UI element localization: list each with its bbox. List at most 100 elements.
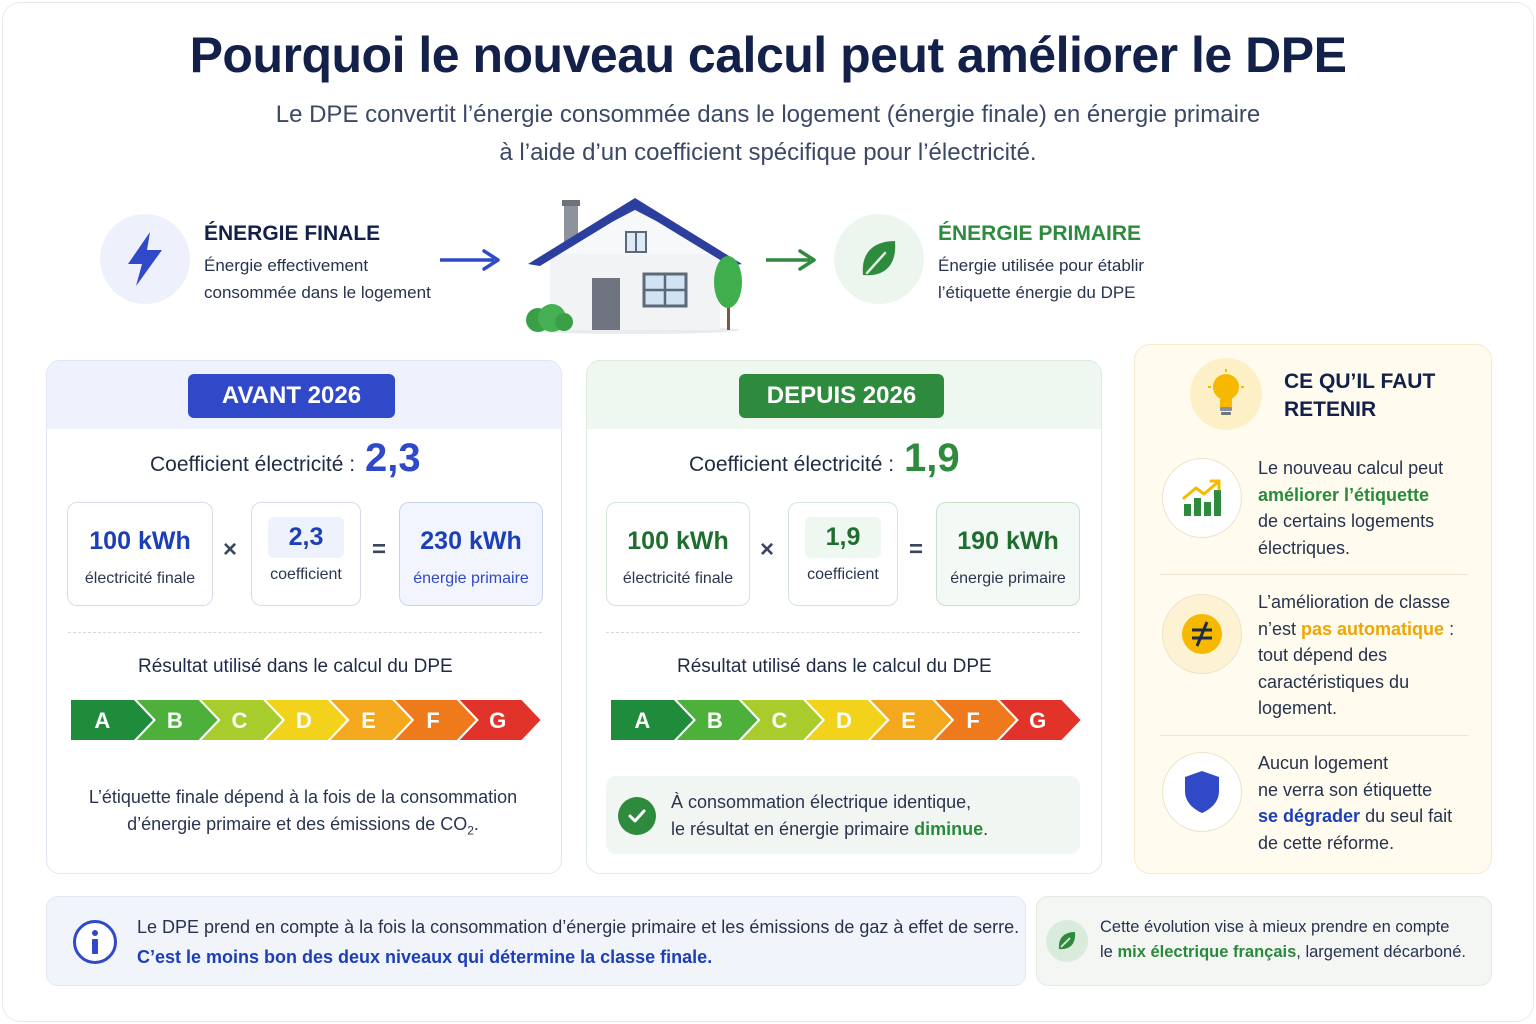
mix-line-2a: le [1100,943,1118,961]
dpe-class-b [673,699,761,741]
panel-item-1-line-3: de certains logements [1258,511,1435,531]
dpe-class-label-f: F [966,708,979,733]
panel-item-1: Le nouveau calcul peut améliorer l’étiqu… [1258,455,1443,561]
coef-line-depuis: Coefficient électricité : 1,9 [689,436,960,481]
dpe-class-label-b: B [167,708,183,733]
note-avant-line-2-text: d’énergie primaire et des émissions de C… [127,814,468,834]
equals-sign-depuis: = [909,536,924,563]
panel-item-2-line-1: L’amélioration de classe [1258,592,1451,612]
energie-primaire-desc: Énergie utilisée pour établir l’étiquett… [938,252,1144,306]
box-coef-avant: 2,3 coefficient [251,502,361,606]
dpe-class-label-e: E [361,708,376,733]
panel-separator-2 [1160,735,1468,736]
box-input-depuis: 100 kWh électricité finale [606,502,750,606]
panel-item-2: L’amélioration de classe n’est pas autom… [1258,589,1454,722]
lightbulb-icon [1190,358,1262,430]
note-depuis-end: . [983,819,989,839]
dpe-class-label-c: C [771,708,787,733]
dpe-class-label-g: G [1029,708,1046,733]
panel-item-3: Aucun logement ne verra son étiquette se… [1258,750,1452,856]
input-value-avant: 100 kWh [89,527,191,555]
dpe-class-label-f: F [426,708,439,733]
panel-item-2-highlight: pas automatique [1301,618,1445,639]
dpe-class-e [866,699,955,741]
dpe-class-g [996,699,1082,741]
note-depuis-box [606,776,1080,854]
page-title: Pourquoi le nouveau calcul peut améliore… [189,27,1347,83]
mix-line-1: Cette évolution vise à mieux prendre en … [1100,918,1450,936]
dpe-class-d [802,699,890,741]
dpe-class-b [133,699,221,741]
dpe-class-g [456,699,542,741]
box-result-depuis: 190 kWh énergie primaire [936,502,1080,606]
energie-primaire-title: ÉNERGIE PRIMAIRE [938,222,1142,245]
panel-item-3-line-3b: du seul fait [1360,806,1453,826]
divider-depuis [606,632,1080,633]
input-value-depuis: 100 kWh [627,527,729,555]
panel-separator-1 [1160,574,1468,575]
energie-finale-desc: Énergie effectivement consommée dans le … [204,252,431,306]
check-circle-icon [618,797,656,835]
info-text: Le DPE prend en compte à la fois la cons… [137,912,1019,972]
chart-up-icon [1162,458,1242,538]
result-value-depuis: 190 kWh [957,527,1059,555]
energie-primaire-line-1: Énergie utilisée pour établir [938,256,1145,275]
lightning-icon [100,214,190,304]
divider-avant [68,632,542,633]
dpe-class-c [737,699,826,741]
panel-item-3-line-2: ne verra son étiquette [1258,779,1433,800]
result-label-depuis: énergie primaire [950,570,1066,587]
mix-text: Cette évolution vise à mieux prendre en … [1100,915,1466,965]
box-result-avant: 230 kWh énergie primaire [399,502,543,606]
info-line-1: Le DPE prend en compte à la fois la cons… [137,917,1020,937]
arrow-right-green-icon [766,249,816,271]
panel-item-1-line-1: Le nouveau calcul peut [1258,458,1444,478]
not-equal-icon [1162,594,1242,674]
dpe-class-label-d: D [296,708,312,733]
dpe-class-f [931,699,1019,741]
info-box [46,896,1026,986]
input-label-depuis: électricité finale [622,570,734,587]
panel-item-3-highlight: se dégrader [1258,806,1361,826]
result-label-avant: énergie primaire [413,570,529,587]
result-title-avant: Résultat utilisé dans le calcul du DPE [138,656,453,677]
dpe-class-d [262,699,350,741]
leaf-icon [834,214,924,304]
page-subtitle: Le DPE convertit l’énergie consommée dan… [0,96,1536,172]
coef-line-avant: Coefficient électricité : 2,3 [150,436,421,481]
result-title-depuis: Résultat utilisé dans le calcul du DPE [677,656,992,677]
panel-item-2-line-5: logement. [1258,698,1338,718]
note-avant: L’étiquette finale dépend à la fois de l… [60,784,546,845]
dpe-class-label-a: A [634,708,650,733]
panel-title-line-2: RETENIR [1284,398,1377,421]
house-icon [526,198,742,334]
input-label-avant: électricité finale [84,570,196,587]
info-line-2: C’est le moins bon des deux niveaux qui … [137,947,713,967]
energie-finale-line-1: Énergie effectivement [204,256,369,275]
times-sign-depuis: × [760,536,775,563]
note-depuis-line-2-text: le résultat en énergie primaire [671,819,915,839]
energie-primaire-line-2: l’étiquette énergie du DPE [938,283,1136,302]
panel-title-line-1: CE QU’IL FAUT [1284,370,1436,393]
note-avant-line-2: d’énergie primaire et des émissions de C… [60,811,546,845]
note-avant-end: . [473,814,479,834]
panel-item-3-line-1: Aucun logement [1258,753,1389,773]
badge-depuis-2026: DEPUIS 2026 [739,374,944,418]
dpe-scale-depuis: A B C D E F G [610,699,1082,741]
panel-item-3-line-3: se dégrader du seul fait [1258,803,1452,830]
panel-item-3-line-4: de cette réforme. [1258,832,1395,853]
box-input-avant: 100 kWh électricité finale [67,502,213,606]
panel-title: CE QU’IL FAUT RETENIR [1284,368,1435,424]
dpe-class-label-a: A [94,708,110,733]
dpe-class-label-e: E [901,708,916,733]
mult-value-avant: 2,3 [268,517,344,558]
note-depuis-line-2: le résultat en énergie primaire diminue. [671,816,988,843]
panel-item-2-line-3: tout dépend des [1258,645,1388,665]
mix-line-2c: , largement décarboné. [1296,943,1466,961]
subtitle-line-2: à l’aide d’un coefficient spécifique pou… [499,139,1037,166]
dpe-class-label-b: B [707,708,723,733]
panel-item-2-line-4: caractéristiques du [1258,671,1410,692]
coef-value-depuis: 1,9 [904,436,960,480]
equals-sign-avant: = [372,536,387,563]
panel-item-1-line-4: électriques. [1258,537,1351,558]
